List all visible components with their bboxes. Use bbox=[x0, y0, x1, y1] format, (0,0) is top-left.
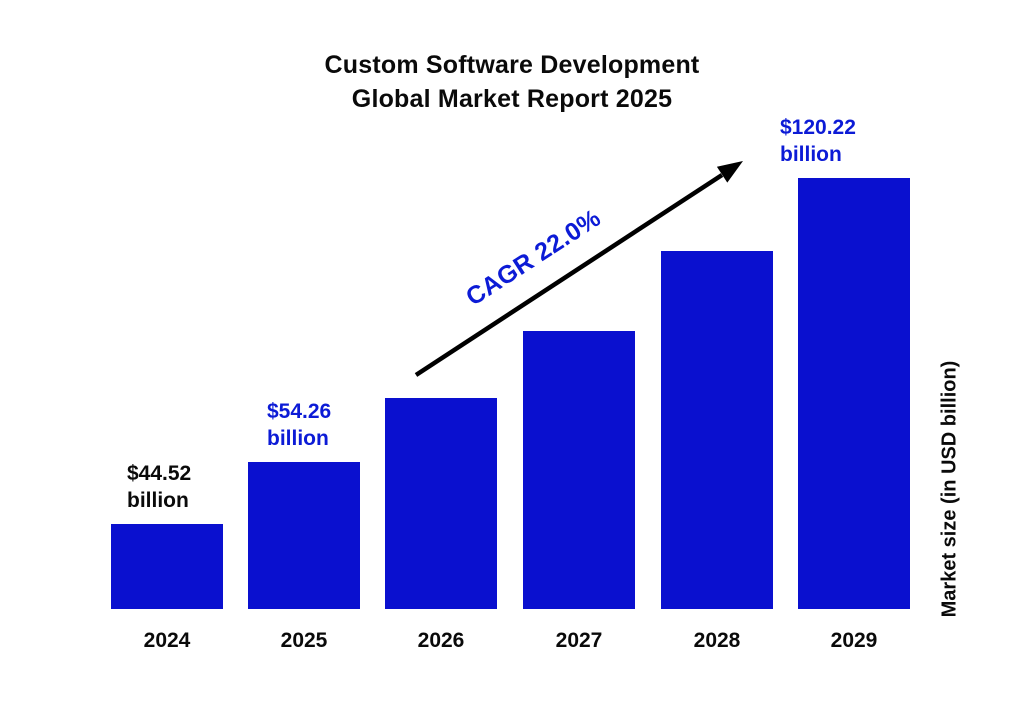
chart-title-line1: Custom Software Development bbox=[324, 51, 700, 79]
bar-2029 bbox=[798, 178, 910, 609]
bar-2026 bbox=[385, 398, 497, 609]
bar-2024 bbox=[111, 524, 223, 609]
chart-title: Custom Software Development Global Marke… bbox=[0, 48, 1024, 116]
x-tick-label-2027: 2027 bbox=[555, 629, 603, 652]
bar-2028 bbox=[661, 251, 773, 609]
chart-title-line2: Global Market Report 2025 bbox=[351, 85, 673, 113]
bar-2027 bbox=[523, 331, 635, 609]
y-axis-label: Market size (in USD billion) bbox=[938, 360, 961, 618]
value-label-2025: $54.26 billion bbox=[267, 400, 332, 450]
x-tick-label-2026: 2026 bbox=[417, 629, 465, 652]
x-tick-label-2029: 2029 bbox=[830, 629, 878, 652]
x-tick-label-2028: 2028 bbox=[693, 629, 741, 652]
value-label-2029: $120.22 billion bbox=[780, 116, 856, 166]
x-tick-label-2024: 2024 bbox=[143, 629, 191, 652]
bar-2025 bbox=[248, 462, 360, 609]
arrowhead-icon bbox=[716, 161, 743, 183]
cagr-label: CAGR 22.0% bbox=[461, 203, 606, 312]
x-tick-label-2025: 2025 bbox=[280, 629, 328, 652]
value-label-2024: $44.52 billion bbox=[127, 462, 192, 512]
